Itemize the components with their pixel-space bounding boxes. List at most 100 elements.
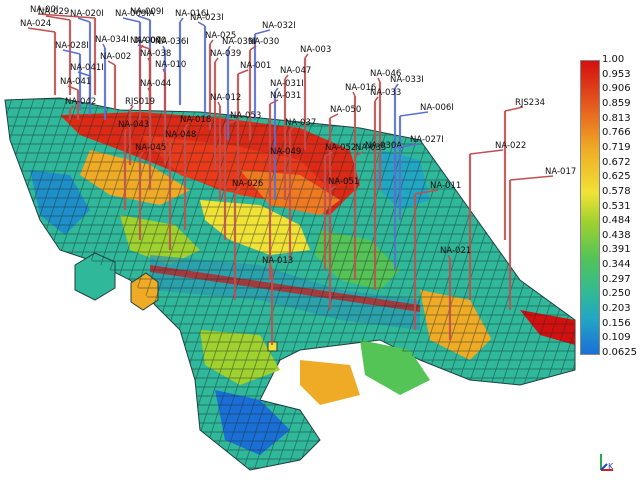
well-head: [372, 149, 376, 155]
well-label: NA-041I: [70, 63, 104, 73]
well-head: [354, 151, 364, 157]
well-label: NA-039: [210, 49, 241, 59]
well-label: NA-034I: [95, 35, 129, 45]
colorbar-tick-label: 0.250: [602, 288, 631, 300]
well-label: NA-040: [135, 36, 166, 46]
well-head: [184, 123, 189, 129]
well-head: [217, 101, 221, 107]
well-label: NA-044: [140, 79, 171, 89]
well-head: [289, 126, 294, 132]
well-head: [269, 99, 279, 105]
well-label: NA-041: [60, 77, 91, 87]
well-label: NA-049: [270, 147, 301, 157]
well-label: NA-043: [118, 120, 149, 130]
well-head: [504, 106, 524, 112]
well-head: [124, 128, 127, 134]
well-label: NA-006I: [420, 103, 454, 113]
well-head: [147, 57, 151, 63]
well-head: [147, 87, 151, 93]
well-head: [374, 96, 379, 102]
well-label: NA-009IA: [115, 9, 155, 19]
well-label: NA-016: [345, 83, 376, 93]
colorbar-tick-label: 0.109: [602, 332, 631, 344]
well-label: NA-007: [130, 36, 161, 46]
well-head: [45, 15, 71, 21]
well-head: [162, 68, 166, 74]
colorbar-tick-label: 0.719: [602, 141, 631, 153]
well-label: NA-024: [20, 19, 51, 29]
well-head: [324, 151, 334, 157]
well-label: NA-029: [38, 7, 69, 17]
well-head: [107, 60, 116, 66]
colorbar-tick-label: 0.344: [602, 259, 631, 271]
well-label: NA-038: [140, 49, 171, 59]
well-label: RJS019: [125, 97, 155, 107]
well-head: [122, 17, 141, 23]
well-head: [234, 187, 241, 193]
well-label: NA-046: [370, 69, 401, 79]
well-label: NA-053: [230, 111, 261, 121]
well-label: NA-039I: [222, 37, 256, 47]
well-label: NA-018: [180, 115, 211, 125]
axis-triad-icon: K: [600, 454, 614, 471]
well-label: NA-031I: [270, 79, 304, 89]
well-head: [77, 17, 91, 23]
colorbar-tick-label: 0.438: [602, 229, 631, 241]
well-head: [137, 15, 151, 21]
well-head: [139, 44, 144, 50]
well-head: [209, 39, 214, 45]
colorbar-tick-label: 0.156: [602, 317, 631, 329]
well-label: NA-010: [155, 60, 186, 70]
well-label: NA-042: [65, 97, 96, 107]
well-head: [269, 155, 279, 161]
well-head: [179, 17, 184, 23]
colorbar-tick-label: 0.0625: [602, 347, 637, 358]
well-label: NA-030: [248, 37, 279, 47]
well-label: NA-011: [430, 181, 461, 191]
well-label: NA-012: [210, 93, 241, 103]
well-label: NA-032I: [262, 21, 296, 31]
well-head: [102, 43, 106, 49]
colorbar-tick-label: 0.813: [602, 112, 631, 124]
well-head: [249, 45, 257, 51]
well-label: NA-030A: [365, 141, 402, 151]
well-label: NA-027I: [410, 135, 444, 145]
colorbar-tick-label: 0.531: [602, 200, 631, 212]
colorbar-tick-label: 0.203: [602, 303, 631, 315]
well-head: [469, 149, 504, 155]
well-head: [329, 185, 337, 191]
well-label: NA-009I: [130, 7, 164, 17]
well-label: NA-033: [370, 88, 401, 98]
well-label: NA-051: [328, 177, 359, 187]
well-head: [27, 27, 56, 33]
well-label: NA-037: [285, 118, 316, 128]
well-label: NA-036I: [155, 37, 189, 47]
well-label: NA-031: [270, 91, 301, 101]
well-label: NA-025: [205, 31, 236, 41]
colorbar-tick-label: 0.859: [602, 97, 631, 109]
wells-layer: NA-00I NA-024 NA-029 NA-020I NA-009INA-009IA…: [20, 5, 576, 345]
well-head: [447, 254, 451, 260]
well-label: NA-017: [545, 167, 576, 177]
axis-triad-label: K: [608, 462, 614, 471]
well-label: NA-002: [100, 52, 131, 62]
well-head: [274, 87, 279, 93]
well-label: NA-047: [280, 66, 311, 76]
well-head: [197, 21, 206, 27]
well-head: [77, 71, 91, 77]
well-head: [394, 83, 399, 89]
well-label: RJS234: [515, 98, 545, 108]
well-label: NA-050: [330, 105, 361, 115]
well-label: NA-001: [240, 61, 271, 71]
well-label: NA-026: [232, 179, 263, 189]
well-head: [129, 105, 134, 111]
colorbar-tick-label: 0.906: [602, 83, 631, 95]
well-head: [224, 119, 239, 125]
well-head: [139, 151, 144, 157]
well-label: NA-020I: [70, 9, 104, 19]
well-label: NA-052: [325, 143, 356, 153]
well-head: [67, 85, 79, 91]
well-head: [414, 189, 439, 195]
well-head: [254, 29, 271, 35]
